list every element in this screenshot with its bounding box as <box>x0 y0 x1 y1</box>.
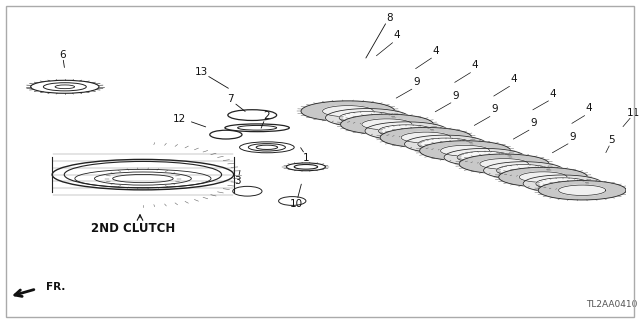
Text: 9: 9 <box>569 132 576 141</box>
Text: 9: 9 <box>413 77 420 87</box>
Text: 9: 9 <box>530 118 537 128</box>
Polygon shape <box>323 106 373 117</box>
Polygon shape <box>420 141 511 161</box>
Text: 4: 4 <box>550 89 556 99</box>
Text: 7: 7 <box>227 94 234 105</box>
Polygon shape <box>457 151 512 163</box>
Text: 2ND CLUTCH: 2ND CLUTCH <box>91 222 175 235</box>
Polygon shape <box>362 119 412 130</box>
Text: 4: 4 <box>511 74 517 84</box>
Polygon shape <box>339 112 396 124</box>
Text: TL2AA0410: TL2AA0410 <box>586 300 637 309</box>
Polygon shape <box>484 162 564 179</box>
Polygon shape <box>499 167 588 187</box>
Polygon shape <box>380 127 472 148</box>
Polygon shape <box>480 159 528 169</box>
Polygon shape <box>401 132 451 143</box>
Polygon shape <box>326 108 410 127</box>
Text: 5: 5 <box>608 135 615 146</box>
Polygon shape <box>519 172 567 182</box>
Polygon shape <box>536 178 589 189</box>
Text: 9: 9 <box>452 91 459 100</box>
Text: 4: 4 <box>472 60 478 70</box>
Polygon shape <box>378 125 435 137</box>
Text: 4: 4 <box>586 103 592 113</box>
Polygon shape <box>365 122 448 140</box>
Text: 2: 2 <box>264 111 270 121</box>
Polygon shape <box>538 180 626 200</box>
Text: 3: 3 <box>234 176 241 187</box>
Text: 4: 4 <box>394 30 400 40</box>
Polygon shape <box>523 175 602 192</box>
Text: 6: 6 <box>60 50 66 60</box>
Polygon shape <box>404 135 486 153</box>
Polygon shape <box>497 164 551 176</box>
Text: 13: 13 <box>195 67 208 77</box>
Polygon shape <box>444 148 525 166</box>
Text: 1: 1 <box>303 153 309 163</box>
Text: 11: 11 <box>627 108 640 118</box>
Polygon shape <box>459 154 549 174</box>
Text: 4: 4 <box>433 46 439 56</box>
Text: 8: 8 <box>387 13 393 23</box>
Text: FR.: FR. <box>46 282 66 292</box>
Polygon shape <box>440 145 490 156</box>
Polygon shape <box>340 114 433 135</box>
Polygon shape <box>418 138 473 150</box>
Polygon shape <box>559 185 606 196</box>
Text: 9: 9 <box>491 104 498 114</box>
Text: 10: 10 <box>289 199 303 209</box>
Text: 12: 12 <box>172 114 186 124</box>
Polygon shape <box>301 101 395 122</box>
